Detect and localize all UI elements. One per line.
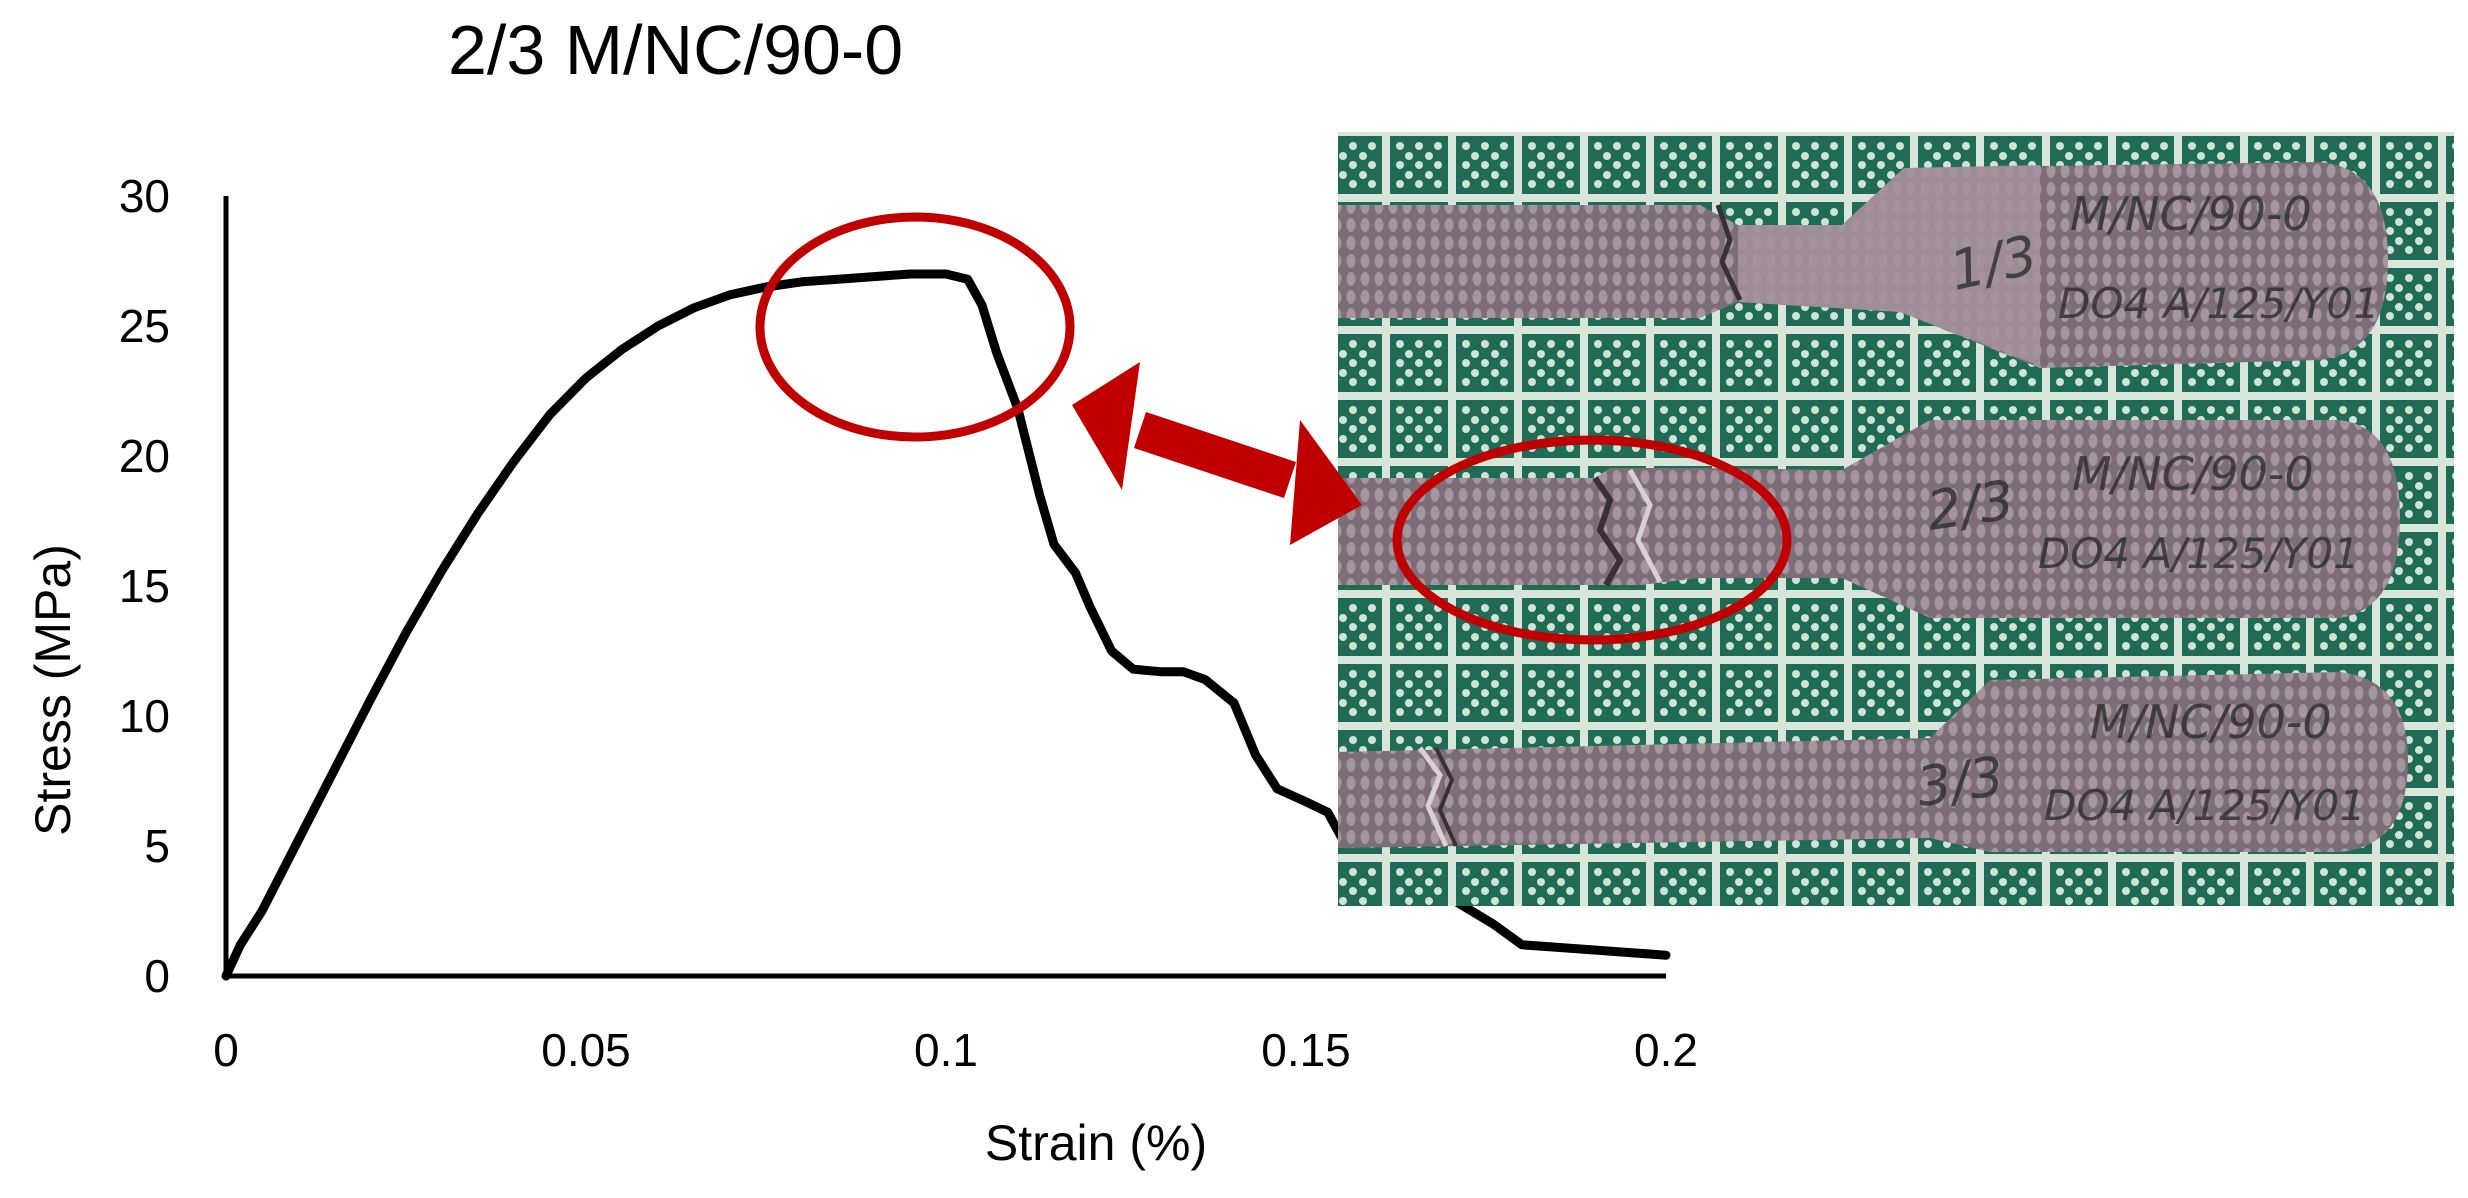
y-tick-label: 5 [144, 820, 170, 872]
specimen-1: 1/3 M/NC/90-0 DO4 A/125/Y01 [1338, 162, 2388, 368]
specimen-2-label: 2/3 [1923, 468, 2018, 542]
specimen-1-text-line1: M/NC/90-0 [2070, 187, 2312, 241]
y-tick-label: 30 [119, 170, 170, 222]
specimen-3-label: 3/3 [1913, 744, 2008, 818]
x-tick-labels: 0 0.05 0.1 0.15 0.2 [213, 1024, 1698, 1076]
fracture-highlight-ellipse [1392, 435, 1792, 645]
y-tick-label: 20 [119, 430, 170, 482]
x-tick-label: 0.2 [1634, 1024, 1698, 1076]
specimen-3: 3/3 M/NC/90-0 DO4 A/125/Y01 [1338, 672, 2408, 852]
y-tick-label: 10 [119, 690, 170, 742]
specimen-2-text-line1: M/NC/90-0 [2072, 447, 2314, 501]
y-tick-labels: 0 5 10 15 20 25 30 [119, 170, 170, 1002]
annotations [755, 212, 1792, 645]
x-tick-label: 0.05 [541, 1024, 631, 1076]
peak-highlight-ellipse [755, 212, 1075, 442]
y-tick-label: 15 [119, 560, 170, 612]
specimen-3-text-line1: M/NC/90-0 [2090, 695, 2332, 749]
specimen-2: 2/3 M/NC/90-0 DO4 A/125/Y01 [1338, 420, 2400, 618]
y-tick-label: 0 [144, 950, 170, 1002]
specimen-1-text-line2: DO4 A/125/Y01 [2058, 279, 2380, 328]
x-tick-label: 0.15 [1261, 1024, 1351, 1076]
x-axis-label: Strain (%) [985, 1115, 1207, 1171]
specimen-3-text-line2: DO4 A/125/Y01 [2044, 781, 2366, 830]
y-axis-label: Stress (MPa) [25, 544, 81, 836]
x-tick-label: 0.1 [914, 1024, 978, 1076]
specimen-photo: 1/3 M/NC/90-0 DO4 A/125/Y01 2/3 M/NC/90-… [1338, 132, 2454, 906]
axes [223, 196, 1666, 979]
specimen-2-text-line2: DO4 A/125/Y01 [2038, 529, 2360, 578]
double-arrow [1072, 362, 1362, 545]
y-tick-label: 25 [119, 300, 170, 352]
chart-title: 2/3 M/NC/90-0 [448, 11, 903, 89]
x-tick-label: 0 [213, 1024, 239, 1076]
